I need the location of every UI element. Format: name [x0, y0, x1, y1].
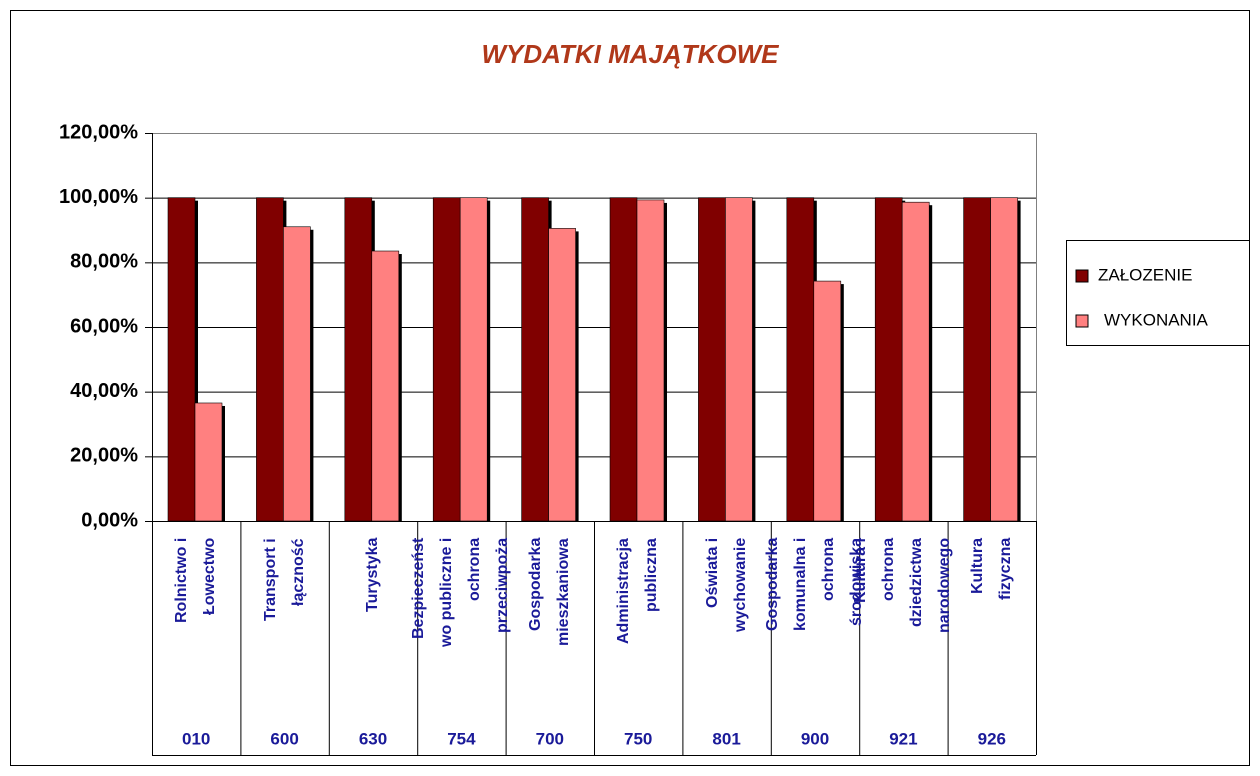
category-code: 750: [624, 729, 652, 748]
y-tick-label: 0,00%: [81, 509, 138, 531]
bar: [813, 280, 842, 522]
y-tick-label: 120,00%: [59, 121, 138, 143]
bar: [963, 197, 991, 522]
legend-box: [1066, 240, 1250, 346]
bar: [725, 197, 753, 522]
legend-label: ZAŁOZENIE: [1098, 265, 1192, 284]
y-tick-label: 80,00%: [70, 251, 138, 273]
bar: [344, 197, 373, 522]
bar: [371, 250, 400, 522]
x-tick-label: Kultura fizyczna: [968, 538, 1014, 601]
y-tick-label: 60,00%: [70, 315, 138, 337]
legend-label: WYKONANIA: [1104, 310, 1209, 329]
x-tick-label: Transport i łączność: [261, 538, 307, 621]
category-code: 630: [359, 729, 387, 748]
category-code: 921: [889, 729, 917, 748]
bar: [636, 199, 665, 522]
category-code: 600: [270, 729, 298, 748]
x-tick-label: Gospodarka mieszkaniowa: [526, 538, 572, 646]
chart-title: WYDATKI MAJĄTKOWE: [481, 39, 779, 69]
x-tick-label: Rolnictwo i Łowectwo: [173, 538, 219, 624]
y-tick-label: 40,00%: [70, 380, 138, 402]
bar: [167, 197, 196, 522]
bar: [609, 197, 638, 522]
bar: [283, 226, 311, 522]
bar: [990, 197, 1018, 522]
category-code: 700: [536, 729, 564, 748]
bar: [432, 197, 461, 522]
x-tick-label: Administracja publiczna: [615, 538, 661, 644]
category-code: 900: [801, 729, 829, 748]
legend-swatch: [1075, 269, 1089, 283]
y-tick-label: 20,00%: [70, 445, 138, 467]
bar: [521, 197, 549, 522]
bar: [459, 197, 488, 522]
legend-swatch: [1075, 314, 1089, 328]
category-code: 010: [182, 729, 210, 748]
y-tick-label: 100,00%: [59, 186, 138, 208]
bar: [548, 228, 576, 522]
x-tick-label: Bezpieczeńst wo publiczne i ochrona prze…: [410, 538, 512, 648]
category-code: 801: [712, 729, 740, 748]
x-tick-label: Kultura i ochrona dziedzictwa narodowego: [852, 538, 954, 634]
bar: [786, 197, 815, 522]
bar: [194, 402, 223, 522]
bar: [901, 201, 930, 522]
bar: [698, 197, 726, 522]
category-code: 754: [447, 729, 476, 748]
x-tick-label: Turystyka: [364, 538, 381, 613]
category-code: 926: [978, 729, 1006, 748]
bar: [256, 197, 284, 522]
bar: [874, 197, 903, 522]
x-tick-label: Oświata i wychowanie: [703, 538, 749, 633]
